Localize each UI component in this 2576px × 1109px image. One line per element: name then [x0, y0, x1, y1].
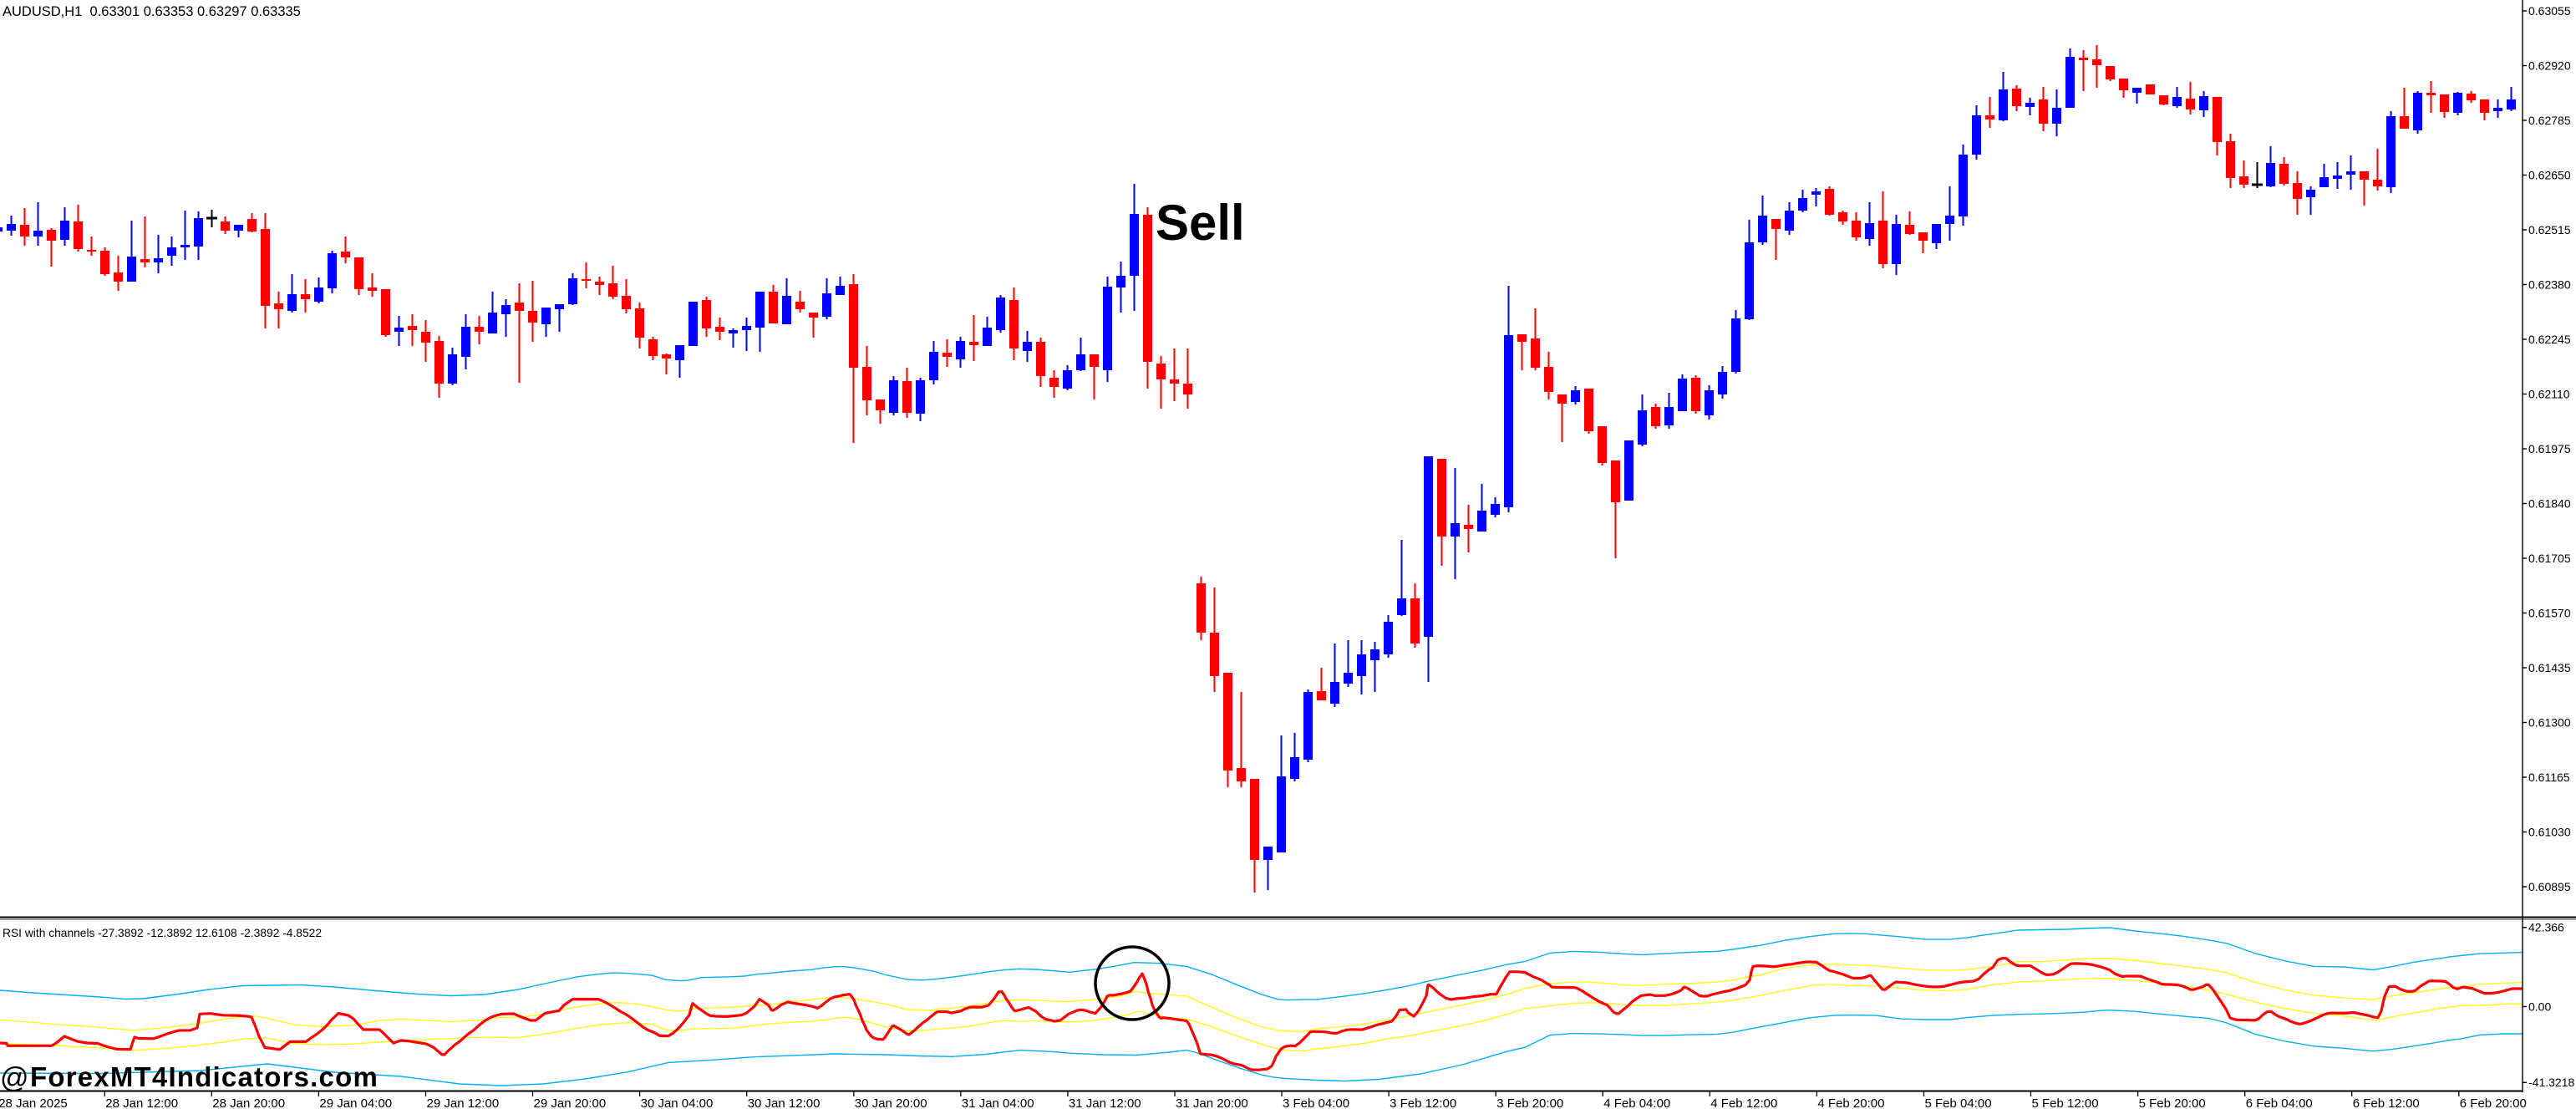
svg-text:0.62785: 0.62785 — [2528, 114, 2571, 127]
svg-text:0.61300: 0.61300 — [2528, 715, 2571, 729]
svg-text:5 Feb 20:00: 5 Feb 20:00 — [2139, 1096, 2206, 1109]
svg-text:30 Jan 04:00: 30 Jan 04:00 — [641, 1096, 714, 1109]
svg-text:4 Feb 12:00: 4 Feb 12:00 — [1710, 1096, 1777, 1109]
svg-text:6 Feb 20:00: 6 Feb 20:00 — [2460, 1096, 2527, 1109]
svg-text:29 Jan 12:00: 29 Jan 12:00 — [427, 1096, 500, 1109]
svg-text:31 Jan 20:00: 31 Jan 20:00 — [1176, 1096, 1248, 1109]
svg-text:0.62650: 0.62650 — [2528, 168, 2571, 181]
svg-text:29 Jan 20:00: 29 Jan 20:00 — [534, 1096, 607, 1109]
svg-text:31 Jan 04:00: 31 Jan 04:00 — [962, 1096, 1034, 1109]
svg-text:0.62245: 0.62245 — [2528, 333, 2571, 346]
svg-text:31 Jan 12:00: 31 Jan 12:00 — [1069, 1096, 1141, 1109]
svg-text:28 Jan 2025: 28 Jan 2025 — [0, 1096, 68, 1109]
svg-text:@: @ — [0, 1062, 29, 1094]
svg-text:3 Feb 04:00: 3 Feb 04:00 — [1283, 1096, 1349, 1109]
svg-text:0.62515: 0.62515 — [2528, 223, 2571, 237]
svg-text:Sell: Sell — [1156, 195, 1245, 251]
svg-text:0.62380: 0.62380 — [2528, 277, 2571, 291]
svg-text:4 Feb 20:00: 4 Feb 20:00 — [1817, 1096, 1884, 1109]
svg-text:5 Feb 04:00: 5 Feb 04:00 — [1925, 1096, 1992, 1109]
svg-text:28 Jan 12:00: 28 Jan 12:00 — [105, 1096, 178, 1109]
svg-text:0.61030: 0.61030 — [2528, 825, 2571, 838]
svg-text:30 Jan 12:00: 30 Jan 12:00 — [748, 1096, 821, 1109]
svg-text:28 Jan 20:00: 28 Jan 20:00 — [212, 1096, 285, 1109]
svg-text:0.61165: 0.61165 — [2528, 771, 2570, 784]
svg-text:ForexMT4Indicators.com: ForexMT4Indicators.com — [30, 1061, 379, 1092]
svg-text:0.61570: 0.61570 — [2528, 606, 2571, 619]
svg-text:4 Feb 04:00: 4 Feb 04:00 — [1603, 1096, 1670, 1109]
svg-text:3 Feb 20:00: 3 Feb 20:00 — [1496, 1096, 1563, 1109]
svg-text:0.60895: 0.60895 — [2528, 880, 2571, 893]
svg-text:0.61705: 0.61705 — [2528, 552, 2571, 565]
svg-text:29 Jan 04:00: 29 Jan 04:00 — [319, 1096, 392, 1109]
svg-text:5 Feb 12:00: 5 Feb 12:00 — [2032, 1096, 2099, 1109]
svg-text:42.366: 42.366 — [2528, 921, 2564, 934]
svg-text:6 Feb 04:00: 6 Feb 04:00 — [2246, 1096, 2313, 1109]
svg-text:0.00: 0.00 — [2528, 1000, 2551, 1013]
svg-text:-41.3218: -41.3218 — [2528, 1076, 2574, 1089]
svg-text:0.62920: 0.62920 — [2528, 59, 2571, 72]
svg-text:3 Feb 12:00: 3 Feb 12:00 — [1390, 1096, 1456, 1109]
svg-text:0.61975: 0.61975 — [2528, 442, 2571, 455]
svg-text:AUDUSD,H1 0.63301 0.63353 0.6: AUDUSD,H1 0.63301 0.63353 0.63297 0.6333… — [3, 4, 301, 19]
svg-text:0.62110: 0.62110 — [2528, 387, 2570, 400]
svg-text:30 Jan 20:00: 30 Jan 20:00 — [855, 1096, 927, 1109]
svg-text:0.61840: 0.61840 — [2528, 496, 2571, 510]
svg-text:0.63055: 0.63055 — [2528, 4, 2571, 18]
svg-text:6 Feb 12:00: 6 Feb 12:00 — [2353, 1096, 2420, 1109]
svg-text:0.61435: 0.61435 — [2528, 661, 2571, 674]
svg-text:RSI with channels -27.3892 -12: RSI with channels -27.3892 -12.3892 12.6… — [3, 927, 322, 939]
